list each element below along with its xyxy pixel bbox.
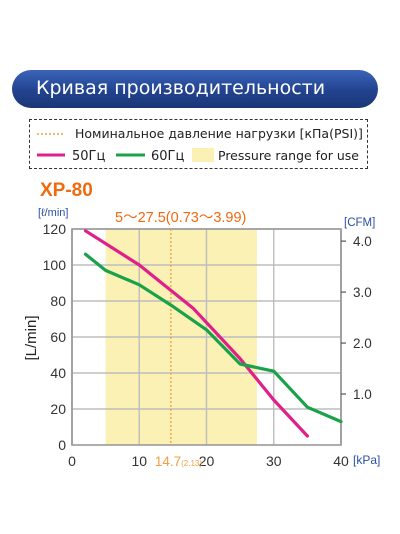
y-tick-label: 80	[50, 293, 66, 309]
y-unit-left: [ℓ/min]	[38, 207, 68, 219]
chart-legend	[29, 119, 368, 169]
pressure-range-annotation: 5～27.5(0.73～3.99)	[115, 210, 246, 226]
y2-tick-label: 1.0	[353, 387, 372, 402]
x-axis-unit: [kPa]	[353, 453, 380, 467]
section-header-banner: Кривая производительности	[12, 70, 378, 108]
series-60hz-line	[83, 252, 343, 424]
legend-range-label: Pressure range for use	[218, 148, 359, 163]
x-tick-label: 40	[333, 453, 349, 469]
y2-tick-label: 3.0	[353, 285, 372, 300]
plot-frame	[71, 228, 342, 446]
y-tick-label: 20	[50, 401, 66, 417]
model-name: XP-80	[40, 180, 93, 201]
y2-axis-ticks: 1.0 2.0 3.0 4.0	[341, 234, 372, 402]
legend-nominal-label: Номинальное давление нагрузки [кПа(PSI)]	[75, 126, 363, 141]
y-axis-ticks: 0 20 40 60 80 100 120	[43, 221, 67, 453]
y-tick-label: 0	[58, 437, 66, 453]
legend-60hz-label: 60Гц	[151, 149, 184, 164]
x-axis-ticks: 0 10 20 30 40	[68, 453, 349, 469]
x-tick-label: 10	[131, 453, 147, 469]
series-layer	[83, 229, 343, 438]
legend-range-swatch	[192, 148, 214, 162]
y2-tick-label: 4.0	[353, 234, 372, 249]
y-tick-label: 40	[50, 365, 66, 381]
y-tick-label: 120	[43, 221, 67, 237]
y2-tick-label: 2.0	[353, 336, 372, 351]
y-unit-right: [CFM]	[344, 217, 375, 229]
legend-50hz-label: 50Гц	[72, 149, 105, 164]
x-tick-label: 20	[199, 453, 215, 469]
series-50hz-line	[83, 229, 309, 438]
section-title: Кривая производительности	[36, 77, 326, 99]
x-tick-label: 30	[266, 453, 282, 469]
y-axis-title: [L/min]	[23, 315, 40, 360]
x-tick-label: 0	[68, 453, 76, 469]
y-tick-label: 60	[50, 329, 66, 345]
y-tick-label: 100	[43, 257, 67, 273]
nominal-pressure-label: 14.7(2.13)	[155, 454, 203, 469]
